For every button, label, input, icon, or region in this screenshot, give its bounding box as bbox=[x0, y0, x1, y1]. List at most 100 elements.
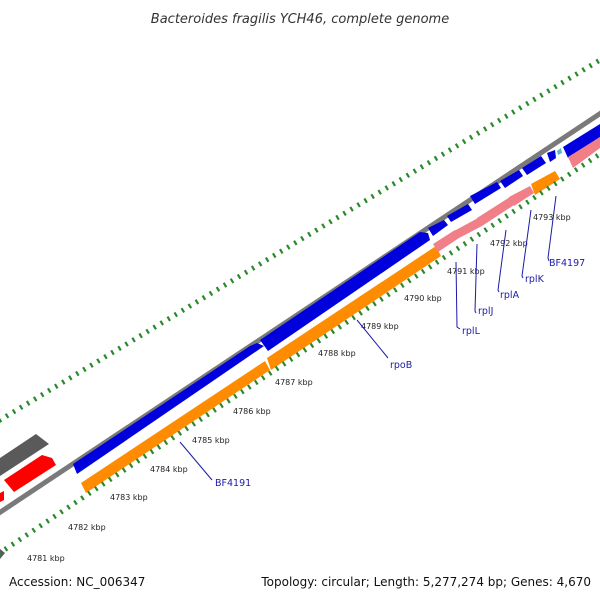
tick-mark bbox=[87, 490, 92, 496]
gene-arrow[interactable] bbox=[557, 148, 562, 155]
tick-mark bbox=[405, 172, 411, 179]
gene-label-rplj[interactable]: rplJ bbox=[478, 306, 493, 317]
gene-arrow[interactable] bbox=[0, 549, 5, 559]
gene-label-rpla[interactable]: rplA bbox=[500, 290, 520, 301]
tick-mark bbox=[566, 171, 572, 178]
gene-arrow[interactable] bbox=[428, 220, 448, 236]
tick-mark bbox=[4, 413, 10, 419]
leader-line bbox=[179, 441, 213, 481]
tick-mark bbox=[233, 393, 238, 399]
tick-mark bbox=[560, 79, 565, 86]
gene-arrow[interactable] bbox=[81, 361, 270, 493]
gene-arrow[interactable] bbox=[477, 197, 514, 226]
tick-mark bbox=[328, 219, 333, 225]
tick-mark bbox=[61, 379, 66, 385]
gene-label-rpob[interactable]: rpoB bbox=[390, 360, 412, 371]
tick-mark bbox=[497, 217, 502, 224]
tick-mark bbox=[281, 361, 287, 367]
tick-mark bbox=[587, 157, 593, 164]
tick-mark bbox=[177, 430, 183, 436]
tick-mark bbox=[342, 210, 347, 216]
gene-label-rplk[interactable]: rplK bbox=[525, 274, 545, 285]
tick-mark bbox=[330, 328, 336, 335]
tick-mark bbox=[201, 294, 207, 301]
tick-mark bbox=[379, 296, 384, 302]
tick-mark bbox=[595, 58, 600, 65]
tick-mark bbox=[52, 513, 57, 520]
tick-mark bbox=[469, 236, 475, 242]
tick-label: 4792 kbp bbox=[490, 239, 528, 248]
tick-mark bbox=[553, 180, 558, 187]
forward-strand-features bbox=[0, 124, 600, 492]
tick-mark bbox=[117, 345, 122, 351]
gene-arrow[interactable] bbox=[563, 124, 600, 158]
gene-arrow[interactable] bbox=[547, 150, 556, 162]
tick-mark bbox=[377, 189, 382, 195]
tick-mark bbox=[75, 370, 80, 377]
tick-mark bbox=[372, 301, 377, 307]
tick-mark bbox=[156, 444, 162, 450]
tick-mark bbox=[73, 499, 78, 506]
tick-mark bbox=[89, 362, 94, 368]
tick-mark bbox=[476, 231, 482, 238]
gene-arrow[interactable] bbox=[447, 204, 472, 222]
gene-arrow[interactable] bbox=[454, 218, 482, 238]
tick-mark bbox=[434, 259, 440, 265]
minor-ticks bbox=[0, 58, 600, 423]
gene-arrow[interactable] bbox=[531, 171, 560, 195]
tick-mark bbox=[448, 250, 454, 256]
gene-arrow[interactable] bbox=[73, 343, 264, 474]
tick-mark bbox=[80, 495, 85, 501]
tick-mark bbox=[205, 412, 210, 418]
tick-mark bbox=[152, 324, 157, 330]
tick-mark bbox=[94, 485, 99, 492]
tick-mark bbox=[107, 476, 113, 483]
tick-mark bbox=[455, 245, 461, 252]
gene-label-bf4191[interactable]: BF4191 bbox=[215, 478, 251, 489]
gene-arrow[interactable] bbox=[0, 491, 4, 502]
tick-mark bbox=[358, 310, 363, 316]
tick-mark bbox=[539, 92, 544, 98]
tick-mark bbox=[17, 536, 23, 543]
gene-arrow[interactable] bbox=[509, 186, 534, 206]
gene-arrow[interactable] bbox=[470, 182, 501, 204]
tick-label: 4782 kbp bbox=[68, 523, 106, 532]
tick-mark bbox=[3, 546, 9, 552]
leader-line bbox=[497, 229, 507, 293]
tick-mark bbox=[191, 421, 196, 427]
tick-mark bbox=[253, 379, 259, 386]
tick-mark bbox=[462, 241, 468, 247]
tick-mark bbox=[489, 121, 495, 128]
gene-label-rpll[interactable]: rplL bbox=[462, 326, 481, 337]
tick-mark bbox=[114, 472, 120, 478]
tick-mark bbox=[271, 252, 277, 259]
tick-mark bbox=[337, 324, 343, 330]
tick-mark bbox=[398, 176, 404, 183]
tick-mark bbox=[45, 518, 50, 524]
tick-mark bbox=[159, 320, 164, 326]
tick-mark bbox=[247, 384, 252, 390]
gene-arrow[interactable] bbox=[267, 246, 441, 370]
tick-mark bbox=[386, 291, 391, 298]
leader-line bbox=[521, 209, 532, 279]
gene-arrow[interactable] bbox=[568, 137, 600, 168]
gene-arrow[interactable] bbox=[522, 156, 546, 175]
tick-mark bbox=[180, 307, 186, 314]
tick-mark bbox=[363, 197, 368, 204]
gene-arrow[interactable] bbox=[4, 455, 56, 492]
tick-mark bbox=[131, 337, 136, 343]
gene-arrow[interactable] bbox=[260, 232, 430, 351]
tick-mark bbox=[433, 155, 439, 162]
tick-mark bbox=[461, 138, 467, 145]
gene-arrow[interactable] bbox=[500, 170, 523, 188]
tick-mark bbox=[400, 282, 405, 289]
gene-arrow[interactable] bbox=[433, 230, 459, 252]
tick-mark bbox=[25, 400, 31, 406]
tick-mark bbox=[314, 227, 319, 233]
tick-mark bbox=[546, 88, 551, 94]
tick-mark bbox=[518, 204, 523, 210]
gene-arrow[interactable] bbox=[0, 434, 49, 476]
leader-line bbox=[474, 243, 478, 314]
gene-label-bf4197[interactable]: BF4197 bbox=[549, 258, 585, 269]
